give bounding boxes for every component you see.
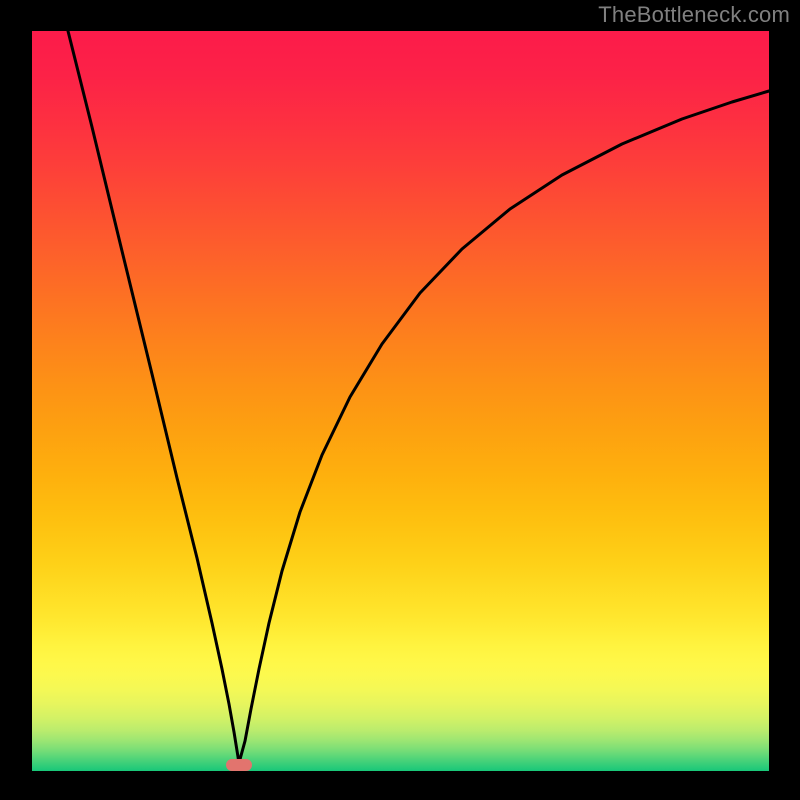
watermark-text: TheBottleneck.com bbox=[598, 2, 790, 28]
chart-container: TheBottleneck.com bbox=[0, 0, 800, 800]
optimal-point-marker bbox=[226, 759, 252, 771]
bottleneck-curve bbox=[32, 31, 769, 771]
plot-area bbox=[32, 31, 769, 771]
